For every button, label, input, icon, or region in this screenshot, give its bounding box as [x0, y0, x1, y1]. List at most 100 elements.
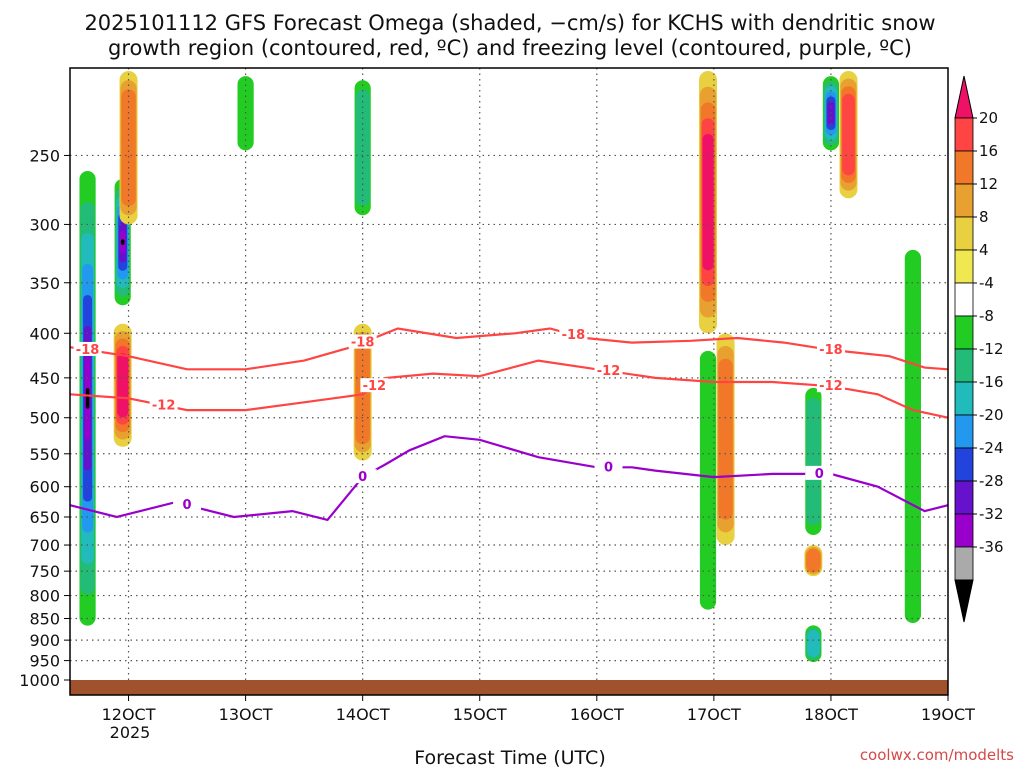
contour-label-2-0: 0 [183, 498, 192, 513]
y-tick-label-600: 600 [29, 478, 60, 497]
colorbar-tick-label-7: -12 [979, 340, 1004, 358]
contour-label-0-3: -18 [819, 343, 843, 358]
contour-label-1-3: -12 [819, 379, 843, 394]
colorbar-tick-label-4: 4 [979, 241, 989, 259]
y-tick-label-400: 400 [29, 324, 60, 343]
y-tick-label-550: 550 [29, 445, 60, 464]
contour-label-1-0: -12 [152, 398, 176, 413]
colorbar-tick-label-13: -36 [979, 538, 1004, 556]
x-year-label: 2025 [110, 723, 151, 742]
contour-label-0-2: -18 [562, 328, 586, 343]
y-tick-label-450: 450 [29, 369, 60, 388]
y-tick-label-650: 650 [29, 508, 60, 527]
colorbar-tick-label-9: -20 [979, 406, 1004, 424]
contour-label-2-2: 0 [604, 460, 613, 475]
colorbar-tick-label-5: -4 [979, 274, 994, 292]
omega-cell-15-1 [904, 249, 921, 624]
x-tick-label-16OCT: 16OCT [570, 705, 624, 724]
contour-label-bg-1-2 [594, 363, 623, 378]
x-tick-label-17OCT: 17OCT [687, 705, 741, 724]
contour-label-bg-0-2 [559, 326, 588, 341]
contour-label-2-1: 0 [358, 470, 367, 485]
colorbar-tick-label-1: 16 [979, 142, 998, 160]
colorbar-tick-label-6: -8 [979, 307, 994, 325]
colorbar-seg-8 [954, 348, 974, 383]
colorbar-seg-11 [954, 447, 974, 482]
x-axis-title: Forecast Time (UTC) [414, 747, 605, 768]
y-tick-label-250: 250 [29, 146, 60, 165]
contour-label-bg-1-1 [360, 378, 389, 393]
omega-cell-5-2 [355, 89, 370, 207]
y-tick-label-750: 750 [29, 562, 60, 581]
contour-label-bg-2-2 [594, 459, 623, 474]
y-axis-ticks: 250 300 350 400 450 500 550 600 650 700 750 800 850 9… [19, 146, 70, 690]
x-tick-label-13OCT: 13OCT [219, 705, 273, 724]
contour-label-2-3: 0 [815, 467, 824, 482]
credit-link[interactable]: coolwx.com/modelts [860, 746, 1014, 764]
y-tick-label-1000: 1000 [19, 671, 60, 690]
omega-cell-10-2 [806, 397, 821, 525]
chart-title-line-1: 2025101112 GFS Forecast Omega (shaded, −… [84, 11, 935, 35]
omega-cell-1-8 [120, 239, 125, 245]
contour-label-0-1: -18 [351, 336, 375, 351]
grid-lines [70, 68, 948, 680]
contour-label-bg-1-3 [816, 378, 845, 393]
colorbar-tick-label-0: 20 [979, 109, 998, 127]
colorbar-seg-9 [954, 381, 974, 416]
y-tick-label-900: 900 [29, 631, 60, 650]
chart-title-line-2: growth region (contoured, red, ºC) and f… [108, 36, 912, 60]
colorbar-seg-14 [954, 546, 974, 581]
contour-label-0-0: -18 [76, 343, 100, 358]
y-tick-label-800: 800 [29, 587, 60, 606]
omega-shading [78, 71, 922, 665]
colorbar-seg-12 [954, 480, 974, 515]
contour-label-bg-1-0 [149, 397, 178, 412]
x-tick-label-15OCT: 15OCT [453, 705, 507, 724]
colorbar-tick-label-3: 8 [979, 208, 989, 226]
x-tick-label-12OCT: 12OCT [102, 705, 156, 724]
contour-label-bg-0-0 [73, 341, 102, 356]
x-axis-ticks: 12OCT 13OCT 14OCT 15OCT 16OCT 17OCT 18OCT 19OCT [102, 695, 975, 724]
colorbar-bottom-arrow [954, 579, 974, 623]
y-tick-label-950: 950 [29, 652, 60, 671]
contour-label-bg-2-1 [348, 469, 377, 484]
colorbar-seg-13 [954, 513, 974, 548]
colorbar-seg-10 [954, 414, 974, 449]
contour-lines: -18 -18 -18 -18 -12 -12 -12 -12 0 0 0 0 [69, 326, 949, 522]
colorbar: 20 16 12 8 4 -4 -8 -12 -16 -20 -24 -28 -32 -36 [954, 75, 1004, 623]
contour-label-bg-2-0 [173, 497, 202, 512]
colorbar-seg-5 [954, 249, 974, 284]
colorbar-seg-1 [954, 117, 974, 152]
contour-label-bg-0-3 [816, 341, 845, 356]
omega-cell-11-2 [806, 548, 821, 573]
omega-cell-2-4 [117, 353, 129, 418]
omega-cell-9-2 [718, 358, 733, 520]
colorbar-tick-label-2: 12 [979, 175, 998, 193]
colorbar-seg-3 [954, 183, 974, 218]
x-tick-label-19OCT: 19OCT [921, 705, 975, 724]
colorbar-tick-label-12: -32 [979, 505, 1004, 523]
colorbar-seg-4 [954, 216, 974, 251]
omega-cell-14-3 [842, 93, 855, 176]
y-tick-label-850: 850 [29, 610, 60, 629]
colorbar-tick-label-10: -24 [979, 439, 1004, 457]
omega-cell-0-8 [85, 387, 90, 409]
colorbar-tick-label-11: -28 [979, 472, 1004, 490]
x-tick-label-18OCT: 18OCT [804, 705, 858, 724]
y-tick-label-350: 350 [29, 274, 60, 293]
y-tick-label-700: 700 [29, 536, 60, 555]
plot-frame [69, 67, 949, 696]
omega-cell-3-2 [121, 89, 136, 207]
contour-label-bg-0-1 [348, 334, 377, 349]
omega-cell-7-4 [702, 133, 714, 271]
contour-label-1-1: -12 [363, 379, 387, 394]
contour-label-1-2: -12 [597, 364, 621, 379]
x-tick-label-14OCT: 14OCT [336, 705, 390, 724]
contour-label-bg-2-3 [805, 465, 834, 480]
isotherm-line-0 [69, 327, 949, 371]
colorbar-top-arrow [954, 75, 974, 119]
ground-surface [70, 680, 948, 695]
colorbar-seg-7 [954, 315, 974, 350]
colorbar-tick-label-8: -16 [979, 373, 1004, 391]
